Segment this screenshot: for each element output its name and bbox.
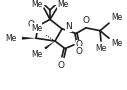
Text: N: N [65, 22, 72, 31]
Text: Me: Me [111, 39, 122, 48]
Text: Me: Me [31, 50, 42, 59]
Text: O: O [83, 16, 90, 25]
Text: Me: Me [6, 34, 17, 43]
Text: Me: Me [95, 44, 107, 53]
Text: O: O [75, 47, 83, 56]
Polygon shape [22, 37, 36, 40]
Text: Me: Me [111, 13, 122, 22]
Polygon shape [44, 41, 55, 50]
Text: O: O [27, 20, 34, 29]
Text: Me: Me [31, 24, 42, 33]
Text: Me: Me [32, 0, 43, 9]
Text: Me: Me [57, 0, 68, 9]
Text: O: O [76, 40, 83, 49]
Text: O: O [58, 61, 65, 70]
